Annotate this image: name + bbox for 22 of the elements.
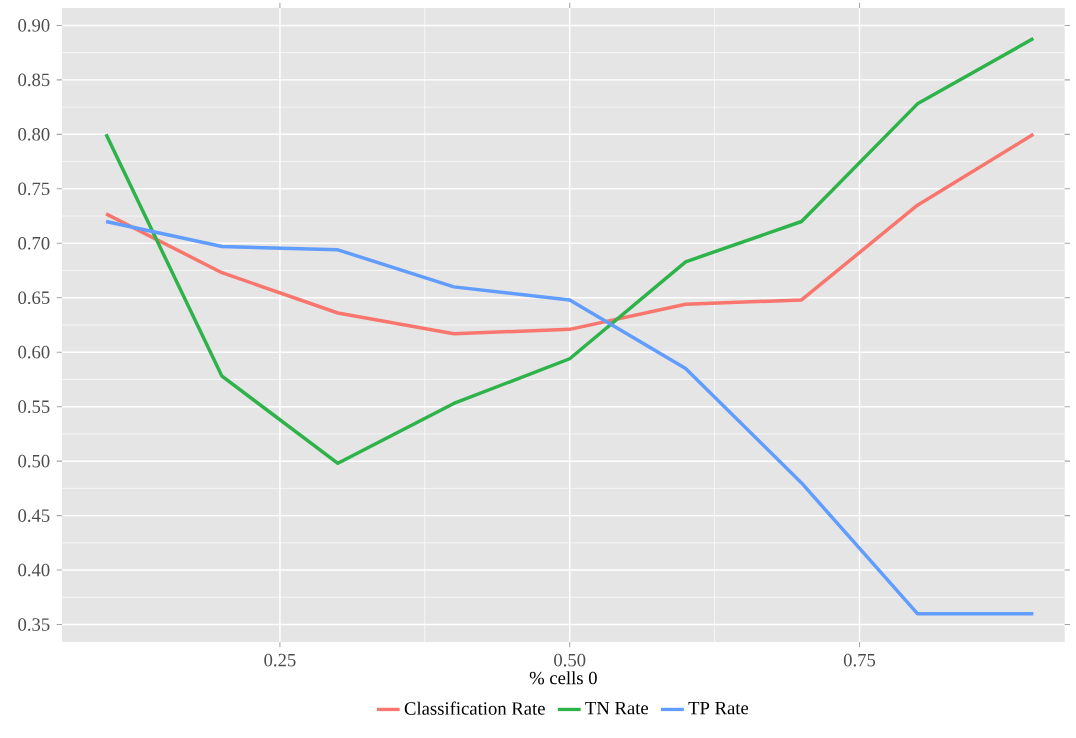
y-tick-label: 0.40 bbox=[18, 563, 50, 577]
line-series bbox=[104, 132, 1036, 336]
x-tick-label: 0.25 bbox=[264, 653, 296, 667]
y-tick-label: 0.35 bbox=[18, 618, 50, 631]
y-tick-label: 0.70 bbox=[18, 236, 50, 250]
line-series bbox=[104, 219, 1036, 616]
y-tick-label: 0.65 bbox=[18, 291, 50, 305]
legend-label: TP Rate bbox=[688, 701, 749, 715]
y-tick-label: 0.45 bbox=[18, 509, 50, 522]
y-tick-label: 0.50 bbox=[18, 454, 50, 468]
y-tick-label: 0.55 bbox=[18, 400, 50, 414]
x-axis-title: % cells 0 bbox=[529, 671, 597, 685]
y-tick-label: 0.75 bbox=[18, 182, 50, 196]
legend-label: Classification Rate bbox=[404, 701, 545, 715]
y-tick-label: 0.90 bbox=[18, 19, 50, 32]
x-tick-label: 0.50 bbox=[554, 653, 586, 667]
y-tick-label: 0.60 bbox=[18, 345, 50, 359]
y-tick-label: 0.85 bbox=[18, 73, 50, 87]
y-tick-label: 0.80 bbox=[18, 128, 50, 141]
line-series bbox=[104, 36, 1036, 466]
x-tick-label: 0.75 bbox=[843, 653, 876, 667]
legend-label: TN Rate bbox=[585, 701, 649, 715]
